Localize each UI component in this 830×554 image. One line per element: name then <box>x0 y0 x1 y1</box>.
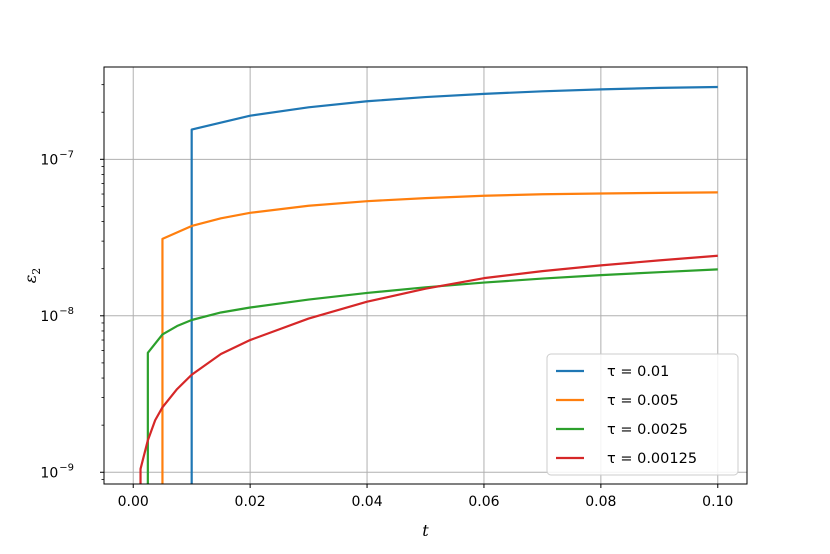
legend-label: τ = 0.00125 <box>607 451 697 467</box>
x-tick-label: 0.06 <box>468 494 499 510</box>
y-tick-exponent: −9 <box>59 462 74 473</box>
legend-box <box>546 353 739 476</box>
x-tick-label: 0.04 <box>351 494 382 510</box>
series-line-1 <box>190 85 718 484</box>
series-line-3 <box>146 268 718 484</box>
plot-frame <box>103 66 748 485</box>
x-tick-label: 0.08 <box>585 494 616 510</box>
legend-label: τ = 0.0025 <box>607 422 688 438</box>
y-axis-label: ε2 <box>21 268 43 284</box>
x-axis-label: t <box>422 521 429 540</box>
legend-label: τ = 0.005 <box>607 393 679 409</box>
series-layer <box>139 85 718 484</box>
y-tick-label: 10−7 <box>40 149 74 168</box>
y-tick-label: 10−8 <box>40 306 74 325</box>
y-axis-label-subscript: 2 <box>30 268 43 275</box>
y-tick-exponent: −8 <box>59 306 74 317</box>
x-tick-label: 0.00 <box>118 494 149 510</box>
legend: τ = 0.01 τ = 0.005 τ = 0.0025 τ = 0.00125 <box>546 353 739 476</box>
x-tick-label: 0.02 <box>235 494 266 510</box>
x-tick-label: 0.10 <box>702 494 733 510</box>
y-tick-label: 10−9 <box>40 462 74 481</box>
legend-label: τ = 0.01 <box>607 364 669 380</box>
y-axis: 10−9 10−8 10−7 <box>40 84 104 481</box>
series-line-2 <box>161 191 718 484</box>
series-line-4 <box>139 254 718 484</box>
x-axis: 0.00 0.02 0.04 0.06 0.08 0.10 <box>118 484 733 510</box>
y-tick-exponent: −7 <box>59 149 74 160</box>
